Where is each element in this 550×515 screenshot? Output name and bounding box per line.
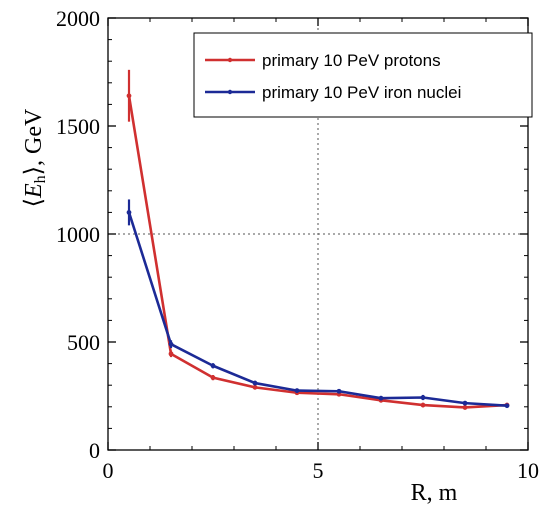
series-line-1 (127, 212, 508, 408)
x-tick-label: 5 (313, 458, 324, 483)
data-point (504, 403, 510, 409)
y-axis-title-open: ⟨ (21, 198, 47, 207)
legend: primary 10 PeV protons primary 10 PeV ir… (193, 32, 533, 118)
y-tick-label: 2000 (56, 6, 100, 31)
legend-label-protons: primary 10 PeV protons (262, 51, 441, 70)
x-axis-title: R, m (411, 480, 458, 506)
data-point (420, 402, 426, 408)
y-tick-label: 500 (67, 330, 100, 355)
series-line-0 (127, 95, 508, 409)
x-tick-label: 10 (517, 458, 539, 483)
legend-box (193, 32, 533, 118)
data-point (168, 341, 174, 347)
y-axis-title-unit: , GeV (21, 108, 47, 166)
legend-marker-protons (227, 57, 233, 63)
data-point (126, 93, 132, 99)
series-layer (126, 69, 510, 410)
y-axis-title-subscript: h (32, 175, 49, 183)
tick-labels: 0 5 10 0 500 1000 1500 2000 (56, 6, 539, 483)
y-tick-label: 0 (89, 438, 100, 463)
data-point (126, 210, 132, 215)
data-point (462, 400, 468, 406)
data-point (378, 395, 384, 401)
y-tick-label: 1500 (56, 114, 100, 139)
y-axis-title: ⟨Eh⟩, GeV (21, 108, 49, 207)
y-tick-label: 1000 (56, 222, 100, 247)
data-point (462, 405, 468, 410)
x-tick-label: 0 (103, 458, 114, 483)
series-0 (126, 69, 510, 410)
data-point (252, 380, 258, 386)
data-point (168, 351, 174, 357)
legend-label-iron: primary 10 PeV iron nuclei (262, 83, 461, 102)
data-point (294, 388, 300, 393)
axis-ticks (107, 17, 529, 451)
data-point (336, 388, 342, 394)
data-point (210, 375, 216, 381)
legend-marker-iron (227, 89, 233, 95)
data-point (252, 384, 258, 390)
y-axis-title-close: ⟩ (21, 166, 47, 175)
data-point (210, 363, 216, 369)
data-point (420, 395, 426, 400)
y-axis-title-symbol: E (21, 183, 47, 199)
series-1 (126, 199, 510, 409)
